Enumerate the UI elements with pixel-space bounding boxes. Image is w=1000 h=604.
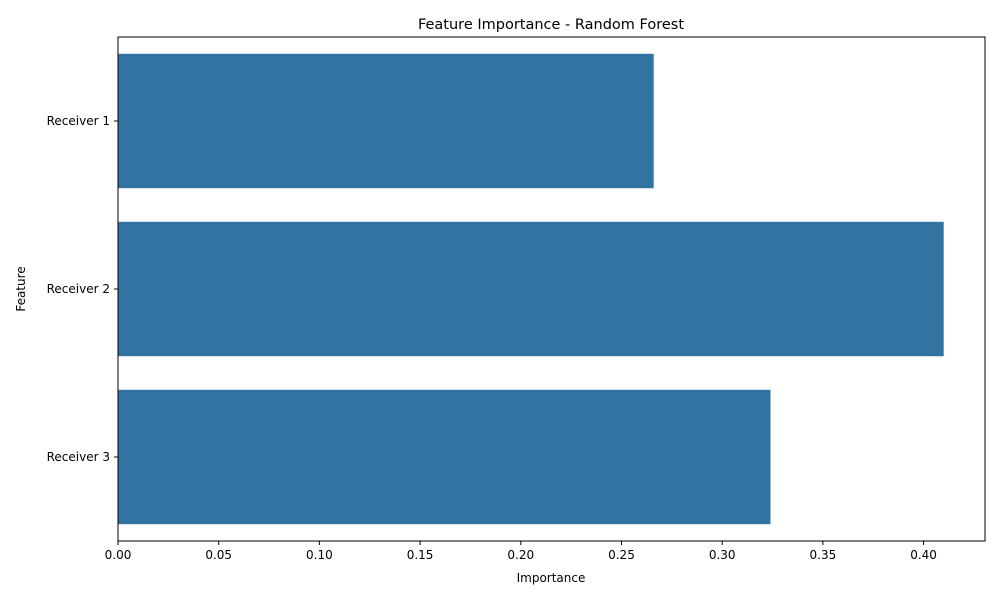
bars-layer: [118, 53, 944, 525]
x-axis-label: Importance: [517, 571, 586, 585]
x-tick-label: 0.05: [205, 548, 232, 562]
chart-title: Feature Importance - Random Forest: [418, 17, 684, 33]
y-tick-label: Receiver 3: [47, 450, 110, 464]
x-tick-label: 0.20: [507, 548, 534, 562]
bar-receiver-3: [118, 389, 771, 525]
y-tick-label: Receiver 2: [47, 282, 110, 296]
x-tick-label: 0.40: [910, 548, 937, 562]
x-tick-label: 0.30: [709, 548, 736, 562]
y-axis-label: Feature: [14, 266, 28, 311]
x-tick-label: 0.25: [608, 548, 635, 562]
y-axis-ticks: Receiver 1 Receiver 2 Receiver 3: [47, 114, 118, 464]
plot-frame: [117, 36, 986, 542]
y-tick-label: Receiver 1: [47, 114, 110, 128]
x-tick-label: 0.00: [105, 548, 132, 562]
bar-receiver-1: [118, 53, 654, 189]
x-tick-label: 0.35: [810, 548, 837, 562]
x-axis-ticks: 0.00 0.05 0.10 0.15 0.20 0.25 0.30 0.35 0.40: [105, 541, 937, 562]
x-tick-label: 0.10: [306, 548, 333, 562]
bar-receiver-2: [118, 221, 944, 357]
x-tick-label: 0.15: [407, 548, 434, 562]
